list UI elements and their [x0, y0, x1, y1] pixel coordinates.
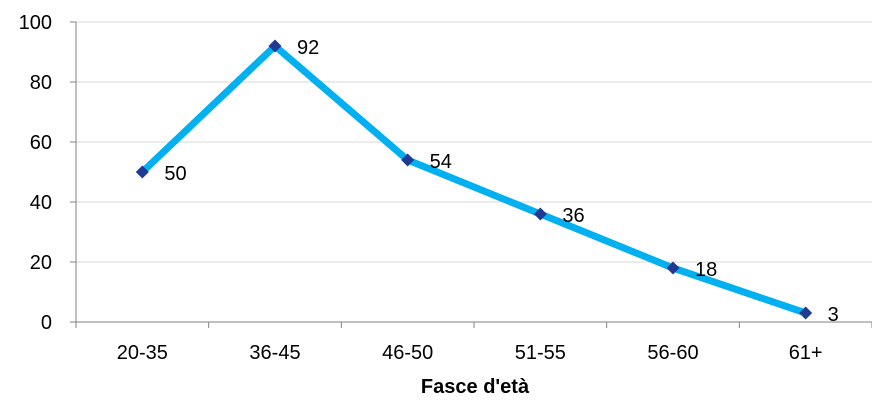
series-line-path — [138, 42, 810, 317]
data-label: 54 — [430, 151, 452, 173]
data-markers — [135, 39, 813, 320]
gridlines — [76, 21, 872, 263]
y-tick-labels: 0 20 40 60 80 100 — [19, 12, 52, 334]
data-point-marker — [401, 153, 415, 167]
y-tick-label: 0 — [41, 312, 52, 334]
x-tick-label: 51-55 — [515, 342, 566, 364]
y-tick-label: 100 — [19, 12, 52, 34]
x-axis-title: Fasce d'età — [421, 376, 530, 398]
y-tick-label: 60 — [30, 132, 52, 154]
series-line — [138, 42, 810, 317]
data-label: 50 — [164, 163, 186, 185]
axes — [70, 21, 872, 328]
x-tick-label: 56-60 — [647, 342, 698, 364]
x-tick-label: 61+ — [789, 342, 823, 364]
data-point-marker — [533, 207, 547, 221]
data-point-marker — [268, 39, 282, 53]
y-tick-label: 80 — [30, 72, 52, 94]
data-point-marker — [799, 306, 813, 320]
y-tick-label: 20 — [30, 252, 52, 274]
data-point-marker — [666, 261, 680, 275]
x-tick-label: 36-45 — [249, 342, 300, 364]
x-tick-label: 46-50 — [382, 342, 433, 364]
x-tick-labels: 20-35 36-45 46-50 51-55 56-60 61+ — [117, 342, 823, 364]
data-label: 3 — [828, 304, 839, 326]
data-label: 18 — [695, 259, 717, 281]
y-tick-label: 40 — [30, 192, 52, 214]
data-label: 92 — [297, 37, 319, 59]
data-labels: 50 92 54 36 18 3 — [164, 37, 838, 326]
x-tick-label: 20-35 — [117, 342, 168, 364]
data-label: 36 — [562, 205, 584, 227]
data-point-marker — [135, 165, 149, 179]
